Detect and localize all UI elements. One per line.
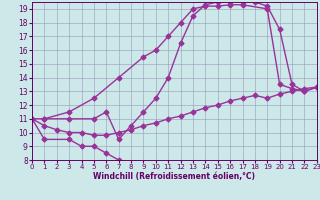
- X-axis label: Windchill (Refroidissement éolien,°C): Windchill (Refroidissement éolien,°C): [93, 172, 255, 181]
